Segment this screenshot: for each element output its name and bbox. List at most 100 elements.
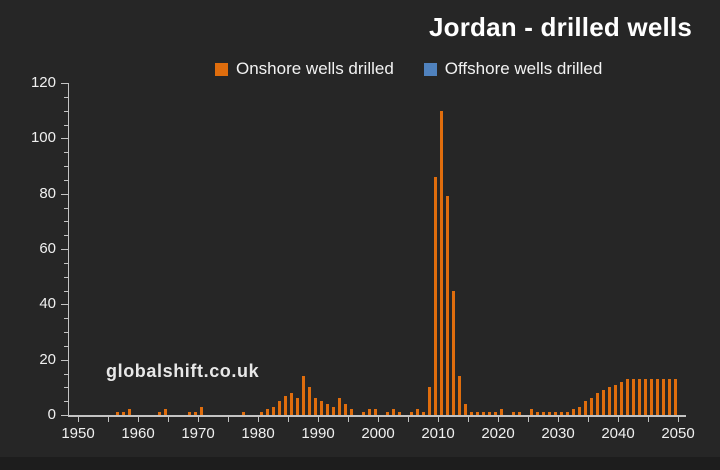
y-axis-tick (64, 207, 68, 209)
onshore-bar-2033 (577, 406, 581, 415)
watermark: globalshift.co.uk (106, 361, 260, 381)
onshore-bar-2049 (673, 379, 677, 415)
onshore-bar-2011 (445, 196, 449, 415)
y-axis-tick (64, 290, 68, 292)
y-axis-tick (64, 276, 68, 278)
onshore-bar-1991 (325, 403, 329, 415)
onshore-bar-2017 (481, 412, 485, 415)
onshore-bar-2039 (613, 384, 617, 415)
onshore-bar-1994 (343, 403, 347, 415)
legend-item-offshore: Offshore wells drilled (423, 59, 603, 79)
onshore-bar-2018 (487, 412, 491, 415)
onshore-bar-2001 (385, 412, 389, 415)
x-axis-label: 2000 (361, 425, 395, 442)
onshore-bar-2005 (409, 412, 413, 415)
onshore-bar-2015 (469, 412, 473, 415)
onshore-bar-1957 (121, 412, 125, 415)
onshore-bar-2013 (457, 376, 461, 415)
onshore-bar-1963 (157, 412, 161, 415)
onshore-bar-2026 (535, 412, 539, 415)
onshore-bar-2038 (607, 387, 611, 415)
legend-label-offshore: Offshore wells drilled (444, 59, 603, 78)
y-axis-tick (61, 138, 68, 140)
onshore-bar-2002 (391, 409, 395, 415)
onshore-bar-2022 (511, 412, 515, 415)
y-axis-tick (64, 179, 68, 181)
onshore-bar-1969 (193, 412, 197, 415)
onshore-bar-1980 (259, 412, 263, 415)
x-axis-tick (408, 417, 409, 422)
x-axis-tick (288, 417, 289, 422)
onshore-bar-2043 (637, 379, 641, 415)
onshore-bar-1964 (163, 409, 167, 415)
y-axis-tick (64, 332, 68, 333)
x-axis-tick (498, 417, 499, 422)
x-axis-tick (588, 417, 589, 422)
y-axis-label: 100 (30, 129, 56, 147)
y-axis-label: 80 (39, 184, 56, 202)
x-axis-label: 1950 (61, 425, 95, 442)
onshore-bar-1981 (265, 409, 269, 415)
onshore-bar-1984 (283, 395, 287, 415)
onshore-bar-2003 (397, 412, 401, 415)
x-axis-tick (468, 417, 469, 422)
onshore-bar-2036 (595, 392, 599, 415)
onshore-bar-2035 (589, 398, 593, 415)
onshore-bar-2034 (583, 401, 587, 415)
onshore-bar-1998 (367, 409, 371, 415)
x-axis-tick (558, 417, 559, 422)
onshore-bar-1968 (187, 412, 191, 415)
x-axis-label: 2050 (661, 425, 695, 442)
y-axis-tick (64, 318, 68, 320)
onshore-bar-2028 (547, 412, 551, 415)
y-axis-tick (64, 124, 68, 126)
y-axis-label: 40 (39, 295, 56, 313)
y-axis-tick (61, 193, 68, 195)
x-axis-tick (648, 417, 649, 422)
y-axis-tick (64, 110, 68, 112)
legend-label-onshore: Onshore wells drilled (236, 59, 394, 78)
y-axis-tick (64, 166, 68, 167)
onshore-bar-2046 (655, 379, 659, 415)
y-axis-tick (64, 235, 68, 237)
onshore-bar-2041 (625, 379, 629, 415)
y-axis-tick (64, 373, 68, 375)
y-axis-tick (61, 83, 68, 84)
y-axis-tick (64, 401, 68, 403)
onshore-bar-2027 (541, 412, 545, 415)
onshore-bar-2048 (667, 379, 671, 415)
y-axis-tick (64, 387, 68, 389)
y-axis-label: 120 (30, 74, 56, 91)
onshore-bar-1987 (301, 376, 305, 415)
y-axis-label: 20 (39, 350, 56, 368)
x-axis-tick (348, 417, 349, 422)
y-axis-tick (61, 249, 68, 250)
footer-strip (0, 457, 720, 470)
onshore-bar-1956 (115, 412, 119, 415)
x-axis-tick (378, 417, 379, 422)
onshore-bar-1997 (361, 412, 365, 415)
x-axis-label: 2020 (481, 425, 515, 442)
onshore-bar-1999 (373, 409, 377, 415)
onshore-bar-1988 (307, 387, 311, 415)
onshore-bar-2042 (631, 379, 635, 415)
onshore-bar-1985 (289, 392, 293, 415)
x-axis-tick (168, 417, 169, 422)
onshore-bar-1993 (337, 398, 341, 415)
offshore-swatch-icon (423, 62, 437, 76)
y-axis-tick (64, 221, 68, 223)
onshore-bar-2016 (475, 412, 479, 415)
onshore-bar-2045 (649, 379, 653, 415)
onshore-bar-2031 (565, 412, 569, 415)
onshore-swatch-icon (215, 62, 228, 76)
x-axis-label: 2010 (421, 425, 455, 442)
x-axis-tick (318, 417, 319, 422)
onshore-bar-1983 (277, 401, 281, 415)
y-axis-tick (61, 359, 68, 361)
x-axis-tick (528, 417, 529, 422)
onshore-bar-1977 (241, 412, 245, 415)
onshore-bar-2014 (463, 403, 467, 415)
x-axis-tick (78, 417, 79, 422)
